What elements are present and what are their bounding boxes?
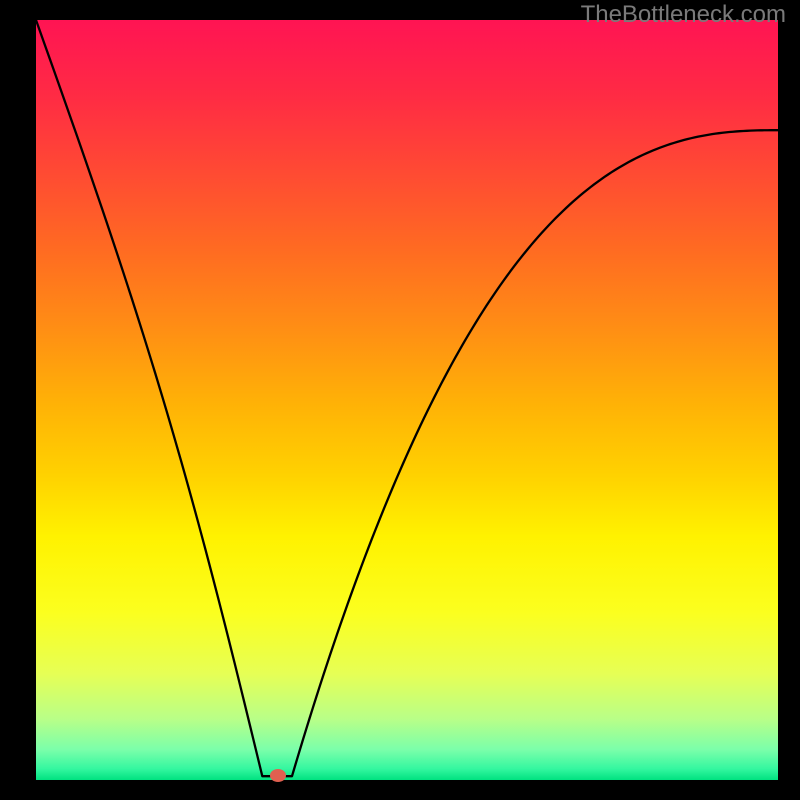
optimum-marker (270, 769, 286, 782)
bottleneck-curve (0, 0, 800, 800)
watermark-text: TheBottleneck.com (581, 1, 786, 29)
chart-container: TheBottleneck.com (0, 0, 800, 800)
curve-path (36, 20, 778, 776)
